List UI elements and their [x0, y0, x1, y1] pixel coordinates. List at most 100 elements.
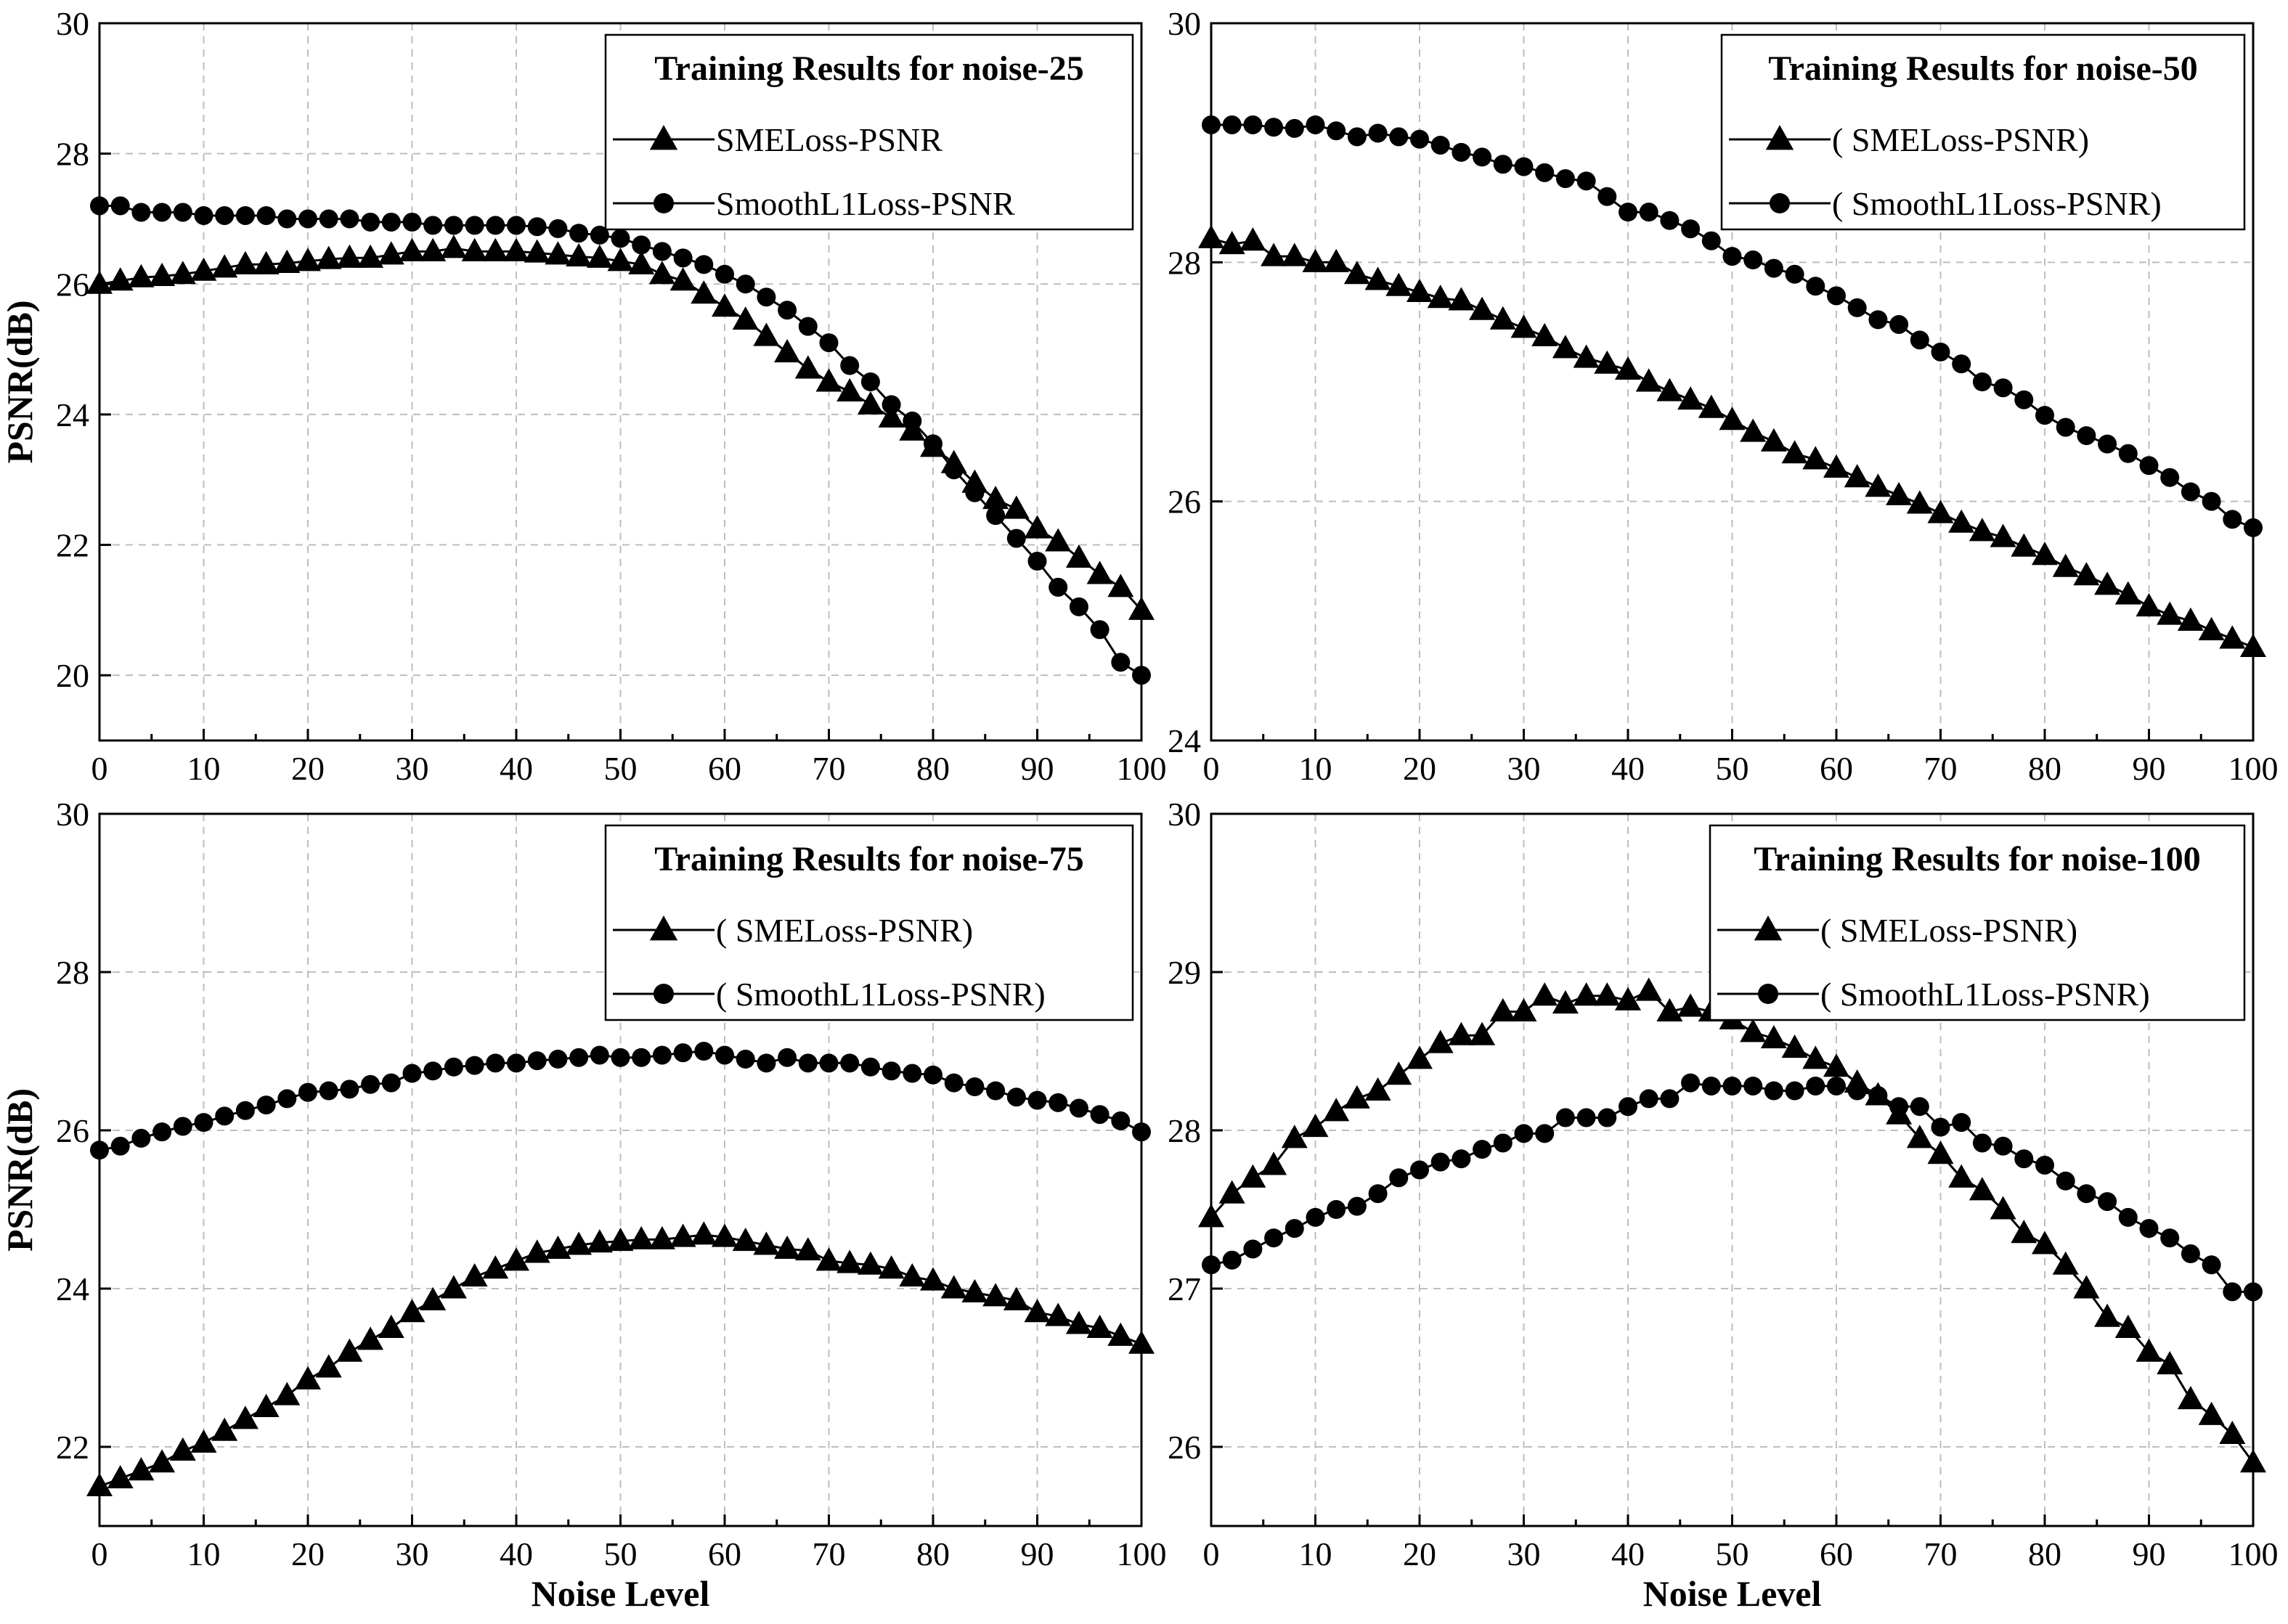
data-point-triangle — [1886, 481, 1913, 505]
data-point-triangle — [628, 250, 655, 274]
data-point-circle — [1327, 121, 1346, 141]
x-tick-label: 70 — [813, 1535, 846, 1572]
data-point-circle — [1111, 1111, 1131, 1130]
x-tick-label: 90 — [1021, 1535, 1054, 1572]
x-tick-label: 40 — [500, 750, 533, 787]
data-point-circle — [1347, 1196, 1367, 1216]
data-point-circle — [1473, 147, 1492, 167]
data-point-circle — [2160, 1228, 2180, 1248]
data-point-triangle — [1045, 1302, 1072, 1326]
y-tick-label: 28 — [1168, 1112, 1201, 1149]
data-point-circle — [944, 1073, 964, 1093]
y-tick-label: 29 — [1168, 954, 1201, 991]
data-point-triangle — [232, 1405, 258, 1429]
data-point-circle — [924, 434, 943, 454]
legend-label: ( SMELoss-PSNR) — [1820, 912, 2077, 949]
data-point-triangle — [461, 237, 488, 261]
data-point-triangle — [1615, 987, 1641, 1011]
data-point-triangle — [2073, 1275, 2100, 1299]
data-point-circle — [757, 287, 776, 307]
data-point-circle — [1514, 1124, 1534, 1143]
data-point-triangle — [149, 1449, 176, 1473]
data-point-circle — [611, 1048, 630, 1067]
data-point-circle — [1827, 286, 1846, 306]
data-point-circle — [673, 248, 693, 268]
data-point-triangle — [545, 1235, 571, 1259]
data-point-circle — [1785, 1081, 1804, 1101]
data-point-triangle — [1302, 1114, 1329, 1138]
x-tick-label: 40 — [1611, 750, 1645, 787]
data-point-triangle — [2032, 542, 2058, 566]
data-point-triangle — [420, 1286, 447, 1310]
data-point-triangle — [1781, 1035, 1808, 1058]
data-point-circle — [361, 212, 380, 232]
x-tick-label: 90 — [1021, 750, 1054, 787]
data-point-circle — [173, 1117, 192, 1136]
data-point-circle — [110, 196, 130, 216]
data-point-triangle — [815, 368, 842, 392]
data-point-circle — [569, 224, 589, 243]
x-tick-label: 10 — [187, 1535, 221, 1572]
data-point-triangle — [566, 242, 593, 267]
y-tick-label: 22 — [56, 1429, 89, 1466]
data-point-triangle — [1760, 1024, 1787, 1049]
data-point-triangle — [628, 1225, 655, 1249]
data-point-circle — [2202, 1255, 2221, 1275]
data-point-circle — [1931, 1117, 1950, 1137]
data-point-triangle — [1385, 272, 1412, 296]
data-point-triangle — [1065, 544, 1092, 568]
data-point-triangle — [315, 1354, 342, 1378]
legend-label: ( SMELoss-PSNR) — [1832, 121, 2089, 158]
data-point-triangle — [2052, 553, 2079, 577]
data-point-circle — [1243, 115, 1263, 134]
data-point-triangle — [1198, 1204, 1224, 1228]
data-point-triangle — [1656, 997, 1683, 1021]
x-tick-label: 50 — [1716, 1535, 1749, 1572]
data-point-triangle — [420, 237, 447, 261]
data-point-circle — [1722, 1076, 1742, 1095]
data-point-triangle — [982, 1283, 1009, 1307]
data-point-triangle — [2032, 1231, 2058, 1254]
data-point-circle — [757, 1053, 776, 1073]
data-point-triangle — [1865, 473, 1892, 497]
data-point-circle — [1090, 1105, 1110, 1125]
data-point-circle — [2202, 491, 2221, 511]
data-point-triangle — [2157, 1351, 2183, 1375]
data-point-circle — [1827, 1076, 1846, 1095]
data-point-triangle — [1531, 982, 1558, 1006]
x-tick-label: 70 — [813, 750, 846, 787]
data-point-circle — [1743, 1076, 1763, 1095]
panel-1: 0 10 20 30 40 50 60 70 80 90 100 20 22 24 26 28 30 PSNR(d… — [0, 5, 1167, 787]
data-point-circle — [1090, 620, 1110, 640]
data-point-triangle — [2240, 633, 2266, 658]
data-point-circle — [2139, 1219, 2159, 1239]
data-point-triangle — [86, 1472, 113, 1496]
x-tick-label: 10 — [1299, 1535, 1332, 1572]
data-point-triangle — [169, 261, 196, 285]
data-point-circle — [611, 229, 630, 248]
y-tick-label: 26 — [56, 1112, 89, 1149]
data-point-triangle — [107, 267, 134, 291]
data-point-triangle — [712, 1223, 738, 1247]
x-tick-label: 70 — [1924, 750, 1958, 787]
data-point-circle — [1452, 142, 1471, 162]
x-tick-label: 30 — [396, 1535, 429, 1572]
data-point-triangle — [1469, 296, 1496, 320]
data-point-triangle — [982, 486, 1009, 510]
data-point-circle — [1597, 187, 1617, 206]
data-point-triangle — [566, 1231, 593, 1255]
data-point-triangle — [815, 1247, 842, 1271]
y-tick-label: 22 — [56, 527, 89, 564]
data-point-circle — [1410, 129, 1429, 149]
data-point-circle — [465, 1056, 484, 1075]
legend-box — [604, 33, 1134, 231]
data-point-triangle — [1128, 1330, 1155, 1354]
data-point-circle — [965, 483, 985, 502]
data-point-circle — [1202, 115, 1221, 134]
data-point-circle — [1368, 1184, 1388, 1204]
series-1 — [1198, 224, 2266, 658]
data-point-triangle — [920, 1267, 946, 1291]
data-point-circle — [632, 1048, 651, 1067]
x-tick-label: 80 — [916, 750, 950, 787]
data-point-triangle — [1281, 242, 1308, 266]
